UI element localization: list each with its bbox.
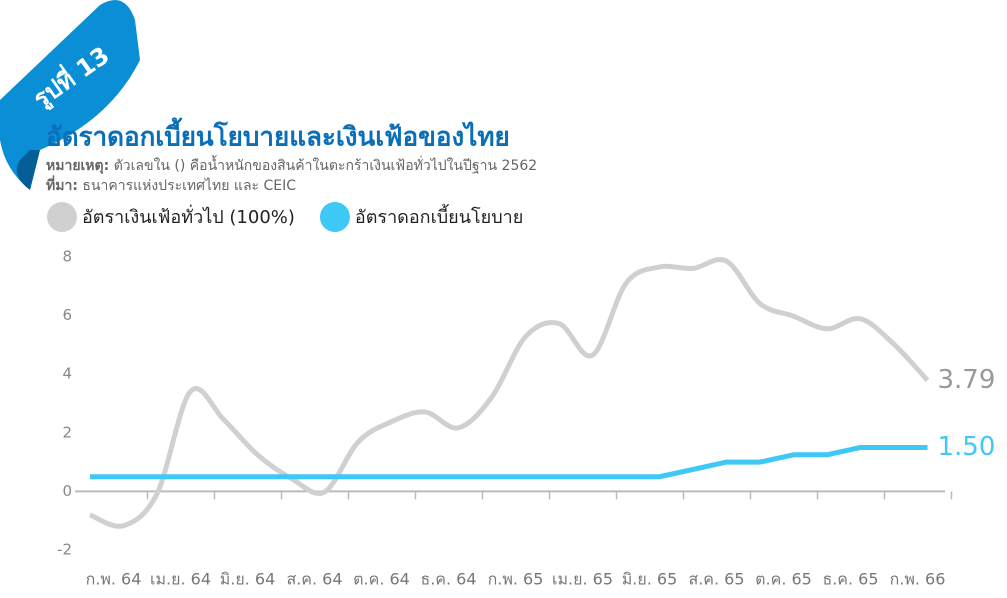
x-tick-label: ส.ค. 65	[688, 570, 744, 589]
x-tick-label: ต.ค. 64	[353, 570, 410, 589]
value-label: 3.79	[938, 365, 996, 395]
y-tick-label: 4	[62, 365, 72, 383]
legend-swatch	[319, 202, 350, 232]
note-label: หมายเหตุ:	[46, 158, 109, 174]
y-tick-label: 0	[62, 482, 72, 500]
y-tick-label: 6	[62, 306, 72, 324]
y-tick-label: 2	[62, 423, 72, 441]
x-tick-label: ส.ค. 64	[286, 570, 342, 589]
source-label: ที่มา:	[46, 175, 78, 194]
x-tick-label: ต.ค. 65	[755, 570, 812, 589]
x-tick-label: เม.ย. 64	[150, 570, 211, 589]
legend-label: อัตราเงินเฟ้อทั่วไป (100%)	[82, 204, 295, 228]
x-tick-label: ก.พ. 66	[890, 570, 946, 589]
series-line	[89, 257, 930, 529]
x-tick-label: มิ.ย. 64	[220, 570, 276, 589]
y-tick-label: -2	[57, 541, 72, 559]
value-label: 1.50	[938, 432, 996, 462]
series-line	[90, 444, 928, 480]
x-tick-label: เม.ย. 65	[552, 570, 613, 589]
legend-label: อัตราดอกเบี้ยนโยบาย	[355, 204, 523, 228]
note: หมายเหตุ: ตัวเลขใน () คือน้ำหนักของสินค้…	[46, 155, 537, 174]
legend-swatch	[47, 202, 77, 232]
x-tick-label: ก.พ. 64	[86, 570, 142, 589]
source: ที่มา: ธนาคารแห่งประเทศไทย และ CEIC	[46, 175, 296, 194]
badge-fold	[16, 150, 40, 190]
chart-title: อัตราดอกเบี้ยนโยบายและเงินเฟ้อของไทย	[46, 117, 510, 153]
x-tick-label: ธ.ค. 65	[822, 570, 878, 589]
x-tick-label: ก.พ. 65	[488, 570, 544, 589]
source-text: ธนาคารแห่งประเทศไทย และ CEIC	[82, 177, 296, 194]
x-tick-label: มิ.ย. 65	[622, 570, 678, 589]
y-tick-label: 8	[62, 248, 72, 266]
badge-ribbon	[0, 0, 140, 190]
note-text: ตัวเลขใน () คือน้ำหนักของสินค้าในตะกร้าเ…	[114, 155, 537, 174]
x-tick-label: ธ.ค. 64	[420, 570, 476, 589]
